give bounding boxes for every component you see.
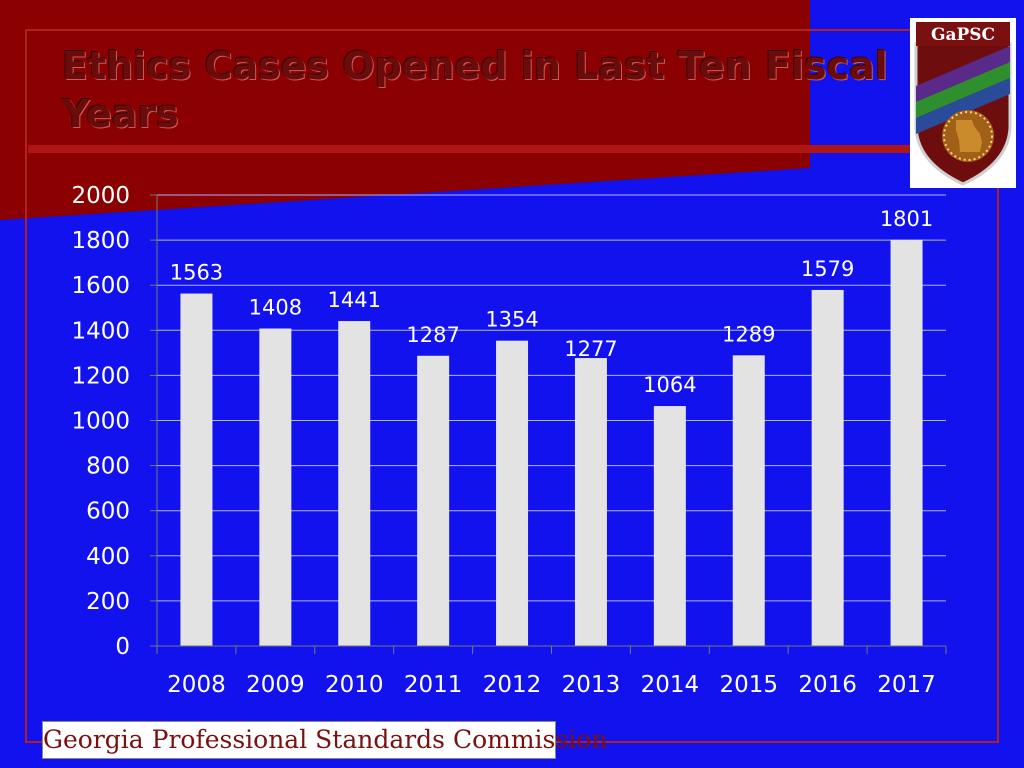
x-tick-label: 2017 (877, 672, 936, 698)
logo-ribbon-green (916, 62, 1010, 118)
data-label: 1287 (406, 323, 459, 347)
georgia-map-icon (956, 120, 982, 152)
x-tick-label: 2014 (641, 672, 700, 698)
bar-2008 (180, 293, 213, 646)
y-tick-label: 600 (86, 499, 130, 525)
y-tick-label: 800 (86, 454, 130, 480)
y-tick-label: 1000 (71, 409, 130, 435)
x-tick-label: 2009 (246, 672, 305, 698)
data-label: 1064 (643, 373, 696, 397)
logo-ribbon-purple (916, 46, 1010, 102)
y-tick-label: 1600 (71, 273, 130, 299)
title-rule (28, 145, 928, 153)
header-band (0, 0, 810, 220)
y-tick-label: 1800 (71, 228, 130, 254)
x-tick-label: 2015 (719, 672, 778, 698)
footer-commission-name: Georgia Professional Standards Commissio… (42, 721, 607, 759)
data-label: 1579 (801, 257, 854, 281)
y-tick-label: 0 (115, 634, 130, 660)
data-label: 1801 (880, 207, 933, 231)
bar-2017 (890, 239, 923, 646)
bar-2011 (417, 355, 450, 646)
y-tick-label: 400 (86, 544, 130, 570)
x-tick-label: 2013 (562, 672, 621, 698)
bar-2014 (653, 406, 686, 646)
data-label: 1354 (485, 308, 538, 332)
data-label: 1563 (170, 261, 223, 285)
bar-2013 (574, 358, 607, 646)
logo-wordmark: GaPSC (931, 25, 995, 45)
bar-2015 (732, 355, 765, 646)
bar-2010 (338, 321, 371, 646)
bar-2012 (496, 340, 529, 646)
logo-ribbon-blue (916, 78, 1010, 134)
x-tick-label: 2008 (167, 672, 226, 698)
x-tick-label: 2016 (798, 672, 857, 698)
bar-2016 (811, 289, 844, 646)
bar-2009 (259, 328, 292, 646)
y-tick-label: 1200 (71, 363, 130, 389)
y-tick-label: 1400 (71, 318, 130, 344)
data-label: 1277 (564, 337, 617, 361)
y-tick-label: 200 (86, 589, 130, 615)
data-label: 1441 (328, 288, 381, 312)
data-label: 1408 (249, 295, 302, 319)
x-tick-label: 2011 (404, 672, 463, 698)
x-tick-label: 2012 (483, 672, 542, 698)
y-tick-label: 2000 (71, 183, 130, 209)
gapsc-logo: GaPSC (910, 18, 1016, 188)
data-label: 1289 (722, 322, 775, 346)
slide-title: Ethics Cases Opened in Last Ten Fiscal Y… (62, 44, 888, 136)
x-tick-label: 2010 (325, 672, 384, 698)
